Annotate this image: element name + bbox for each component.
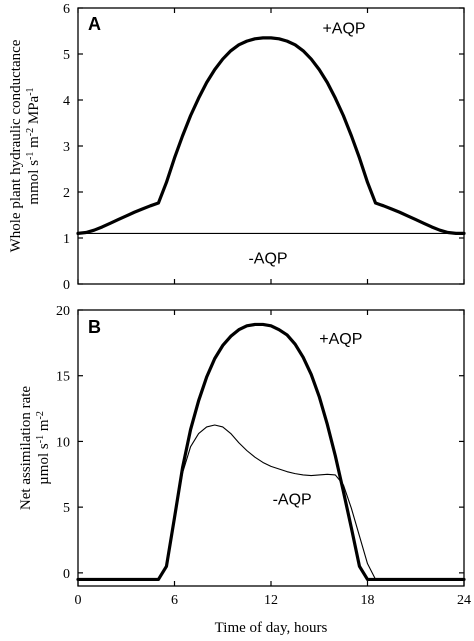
panel-a-ytick-label: 5 (63, 48, 70, 63)
panel-b-ylabel-unit1: µmol s (36, 443, 52, 485)
panel-b-ylabel: Net assimilation rate µmol s-1 m-2 (18, 386, 52, 510)
panel-a-label: A (88, 14, 101, 34)
panel-a-annotation-plus-aqp: +AQP (322, 20, 365, 37)
panel-b-ylabel-line1: Net assimilation rate (18, 386, 34, 510)
panel-a-ylabel: Whole plant hydraulic conductance mmol s… (8, 39, 42, 252)
panel-b-frame (77, 309, 465, 587)
panel-a-ylabel-unit3: MPa (26, 95, 42, 127)
panel-a-ylabel-line2: mmol s-1 m-2 MPa-1 (25, 87, 43, 204)
panel-a-ytick-label: 6 (63, 2, 70, 17)
panel-b-ylabel-line2: µmol s-1 m-2 (35, 411, 53, 485)
panel-a-ylabel-line1: Whole plant hydraulic conductance (8, 39, 24, 252)
panel-a-frame (77, 7, 465, 285)
panel-a-ylabel-sup3: -1 (25, 87, 36, 95)
panel-b: 0 6 12 18 24 0 5 10 15 20 B +AQP -AQP Net assimila… (18, 304, 471, 636)
panel-a-ticks: 0 1 2 3 4 5 6 (63, 2, 465, 293)
panel-a-ytick-label: 4 (63, 94, 70, 109)
panel-a: 0 1 2 3 4 5 6 A +AQP -AQP Whole plant hydraulic… (8, 2, 466, 293)
panel-a-ylabel-unit1: mmol s (26, 160, 42, 205)
panel-a-ylabel-sup2: -2 (25, 128, 36, 136)
panel-b-xtick-label: 0 (75, 593, 82, 608)
panel-b-ylabel-unit2: m (36, 419, 52, 435)
panel-b-ylabel-sup1: -1 (35, 435, 46, 443)
panel-a-series (76, 36, 466, 235)
panel-a-ylabel-unit2: m (26, 136, 42, 152)
panel-b-ytick-label: 15 (56, 370, 70, 385)
panel-b-series-plus-aqp-line (76, 322, 466, 582)
panel-b-label: B (88, 317, 101, 337)
panel-b-xlabel: Time of day, hours (215, 620, 328, 636)
panel-b-annotation-minus-aqp: -AQP (273, 492, 312, 509)
panel-a-ytick-label: 2 (63, 186, 70, 201)
panel-b-xtick-label: 18 (361, 593, 375, 608)
panel-b-xtick-label: 6 (171, 593, 178, 608)
panel-b-ytick-label: 5 (63, 501, 70, 516)
panel-b-xtick-label: 24 (457, 593, 471, 608)
panel-a-ytick-label: 3 (63, 140, 70, 155)
panel-b-annotation-plus-aqp: +AQP (319, 331, 362, 348)
panel-b-ytick-label: 0 (63, 567, 70, 582)
panel-b-annotations: +AQP -AQP (273, 331, 363, 508)
panel-b-ytick-label: 10 (56, 435, 70, 450)
panel-b-ytick-label: 20 (56, 304, 70, 319)
panel-a-annotation-minus-aqp: -AQP (248, 250, 287, 267)
panel-b-ticks: 0 6 12 18 24 0 5 10 15 20 (56, 304, 471, 608)
panel-a-annotations: +AQP -AQP (248, 20, 365, 267)
panel-a-ylabel-sup1: -1 (25, 152, 36, 160)
panel-b-xtick-label: 12 (264, 593, 278, 608)
panel-b-series (76, 322, 466, 582)
panel-a-ytick-label: 0 (63, 278, 70, 293)
panel-a-series-plus-aqp-line (76, 36, 466, 235)
panel-b-ylabel-sup2: -2 (35, 411, 46, 419)
panel-a-ytick-label: 1 (63, 232, 70, 247)
panel-b-series-minus-aqp-line (77, 424, 465, 580)
